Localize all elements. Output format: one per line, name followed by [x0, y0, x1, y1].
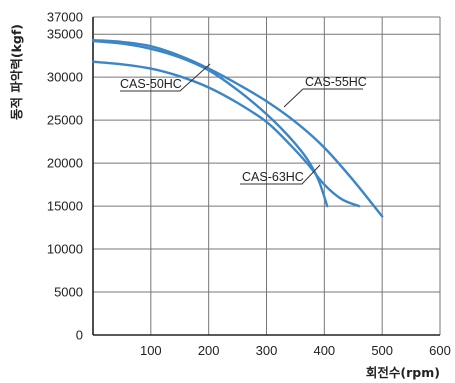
x-tick-label-1: 200: [198, 343, 220, 358]
x-tick-label-2: 300: [256, 343, 278, 358]
y-tick-label-8: 37000: [47, 10, 83, 25]
y-tick-label-5: 25000: [47, 113, 83, 128]
callout-pointer-cas-55hc: [283, 88, 304, 108]
series-line-cas-63hc: [91, 39, 329, 208]
y-axis-title: 동적 파악력(kgf): [9, 24, 24, 120]
callout-label-cas-63hc: CAS-63HC: [242, 170, 304, 184]
series-lines: [91, 39, 384, 218]
x-tick-label-4: 500: [371, 343, 393, 358]
series-line-cas-50hc: [91, 60, 361, 208]
callout-leaders: [120, 63, 363, 185]
x-tick-labels: 100 200 300 400 500 600: [140, 343, 451, 358]
y-tick-labels: 0 5000 10000 15000 20000 25000 30000 35000 37000: [47, 10, 83, 343]
x-axis-title: 회전수(rpm): [366, 365, 440, 380]
callout-label-cas-50hc: CAS-50HC: [120, 77, 182, 91]
y-tick-label-1: 5000: [54, 285, 83, 300]
callout-leader-cas-63hc: [240, 164, 321, 185]
y-tick-label-6: 30000: [47, 70, 83, 85]
callout-leader-cas-50hc: [120, 63, 211, 92]
series-line-cas-55hc: [91, 39, 384, 218]
y-tick-label-7: 35000: [47, 27, 83, 42]
axes: [92, 17, 440, 336]
y-tick-label-4: 20000: [47, 156, 83, 171]
callout-label-cas-55hc: CAS-55HC: [305, 75, 367, 89]
x-tick-label-5: 600: [429, 343, 451, 358]
y-tick-label-3: 15000: [47, 199, 83, 214]
y-tick-label-0: 0: [76, 328, 83, 343]
y-tick-label-2: 10000: [47, 242, 83, 257]
x-tick-label-3: 400: [313, 343, 335, 358]
gridlines: [93, 16, 441, 336]
x-tick-label-0: 100: [140, 343, 162, 358]
